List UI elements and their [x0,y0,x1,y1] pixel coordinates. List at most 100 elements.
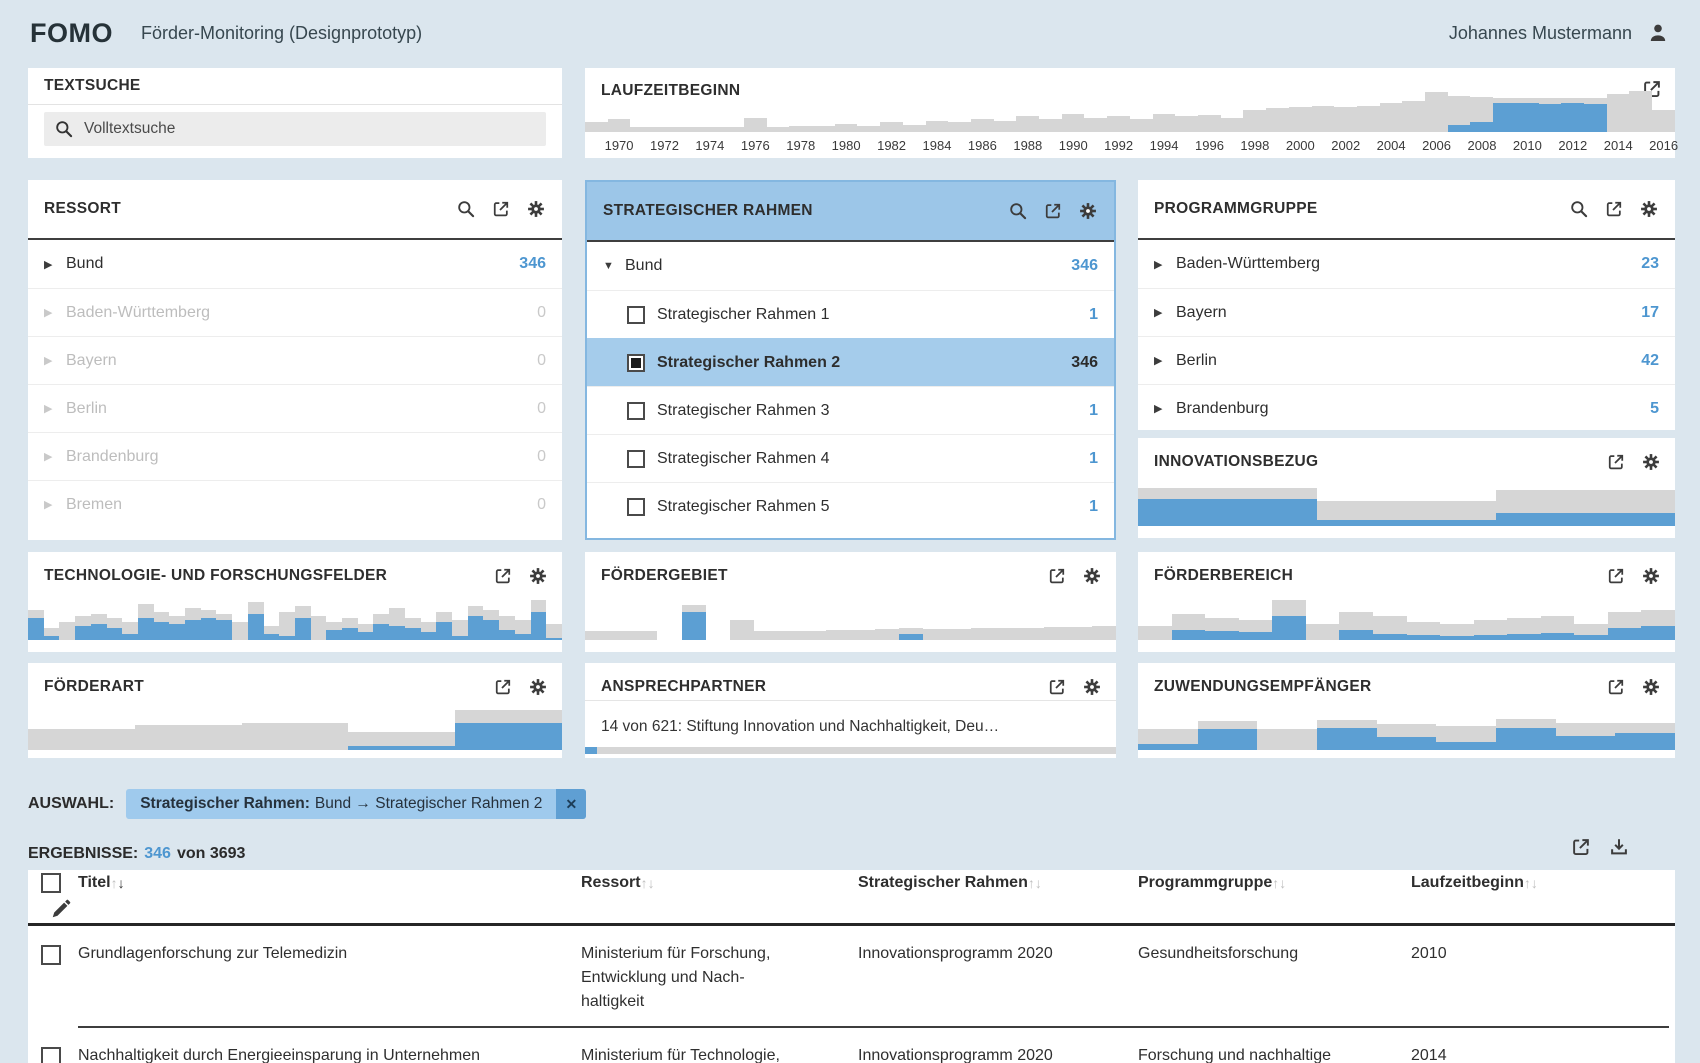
sort-desc-icon[interactable]: ↓ [117,874,125,891]
checkbox-unchecked[interactable] [627,497,645,516]
tree-row[interactable]: ▶ Baden-Württemberg 23 [1138,240,1675,288]
tree-row[interactable]: ▼ Bund 346 [587,242,1114,290]
expand-arrow-icon[interactable]: ▶ [44,258,53,271]
tree-row[interactable]: ▶ Brandenburg 0 [28,432,562,480]
table-row[interactable]: Grundlagenforschung zur Telemedizin Minis… [28,926,1675,1028]
checkbox-checked[interactable] [627,353,645,372]
bar [789,84,813,132]
expand-arrow-icon[interactable]: ▶ [44,355,53,367]
bar [1607,595,1642,640]
external-link-icon[interactable] [493,566,513,586]
sort-desc-icon[interactable]: ↓ [1034,874,1042,891]
gear-icon[interactable] [1641,566,1661,586]
tree-row[interactable]: Strategischer Rahmen 5 1 [587,482,1114,530]
axis-tick-label: 2010 [1512,138,1542,153]
search-icon[interactable] [456,199,476,219]
chip-close-button[interactable]: ✕ [556,789,587,819]
sort-asc-icon[interactable]: ↑ [1523,874,1531,891]
tree-row[interactable]: Strategischer Rahmen 3 1 [587,386,1114,434]
tree-item-label: Berlin [1176,351,1217,369]
tree-row[interactable]: Strategischer Rahmen 1 1 [587,290,1114,338]
external-link-icon[interactable] [1570,836,1592,858]
external-link-icon[interactable] [1606,677,1626,697]
sort-asc-icon[interactable]: ↑ [640,874,648,891]
external-link-icon[interactable] [491,199,511,219]
download-icon[interactable] [1608,836,1630,858]
gear-icon[interactable] [1641,677,1661,697]
gear-icon[interactable] [1641,452,1661,472]
tree-row[interactable]: ▶ Bund 346 [28,240,562,288]
external-link-icon[interactable] [1043,201,1063,221]
filter-chip-text: Strategischer Rahmen: Bund → Strategisch… [126,789,556,819]
column-header[interactable]: Strategischer Rahmen ↑ ↓ [858,874,1138,892]
expand-arrow-icon[interactable]: ▶ [1154,258,1163,271]
external-link-icon[interactable] [1604,199,1624,219]
sort-desc-icon[interactable]: ↓ [647,874,655,891]
bar [812,84,835,132]
sort-desc-icon[interactable]: ↓ [1530,874,1538,891]
external-link-icon[interactable] [1047,677,1067,697]
tree-row[interactable]: ▶ Bremen 0 [28,480,562,528]
laufzeitbeginn-title: LAUFZEITBEGINN [601,82,741,99]
search-icon[interactable] [1569,199,1589,219]
tree-row[interactable]: ▶ Baden-Württemberg 0 [28,288,562,336]
select-all-checkbox[interactable] [41,872,61,893]
column-header[interactable]: Programmgruppe ↑ ↓ [1138,874,1411,892]
cell-programmgruppe: Forschung und nachhaltige [1138,1047,1332,1063]
gear-icon[interactable] [528,677,548,697]
external-link-icon[interactable] [1606,452,1626,472]
tree-row[interactable]: ▶ Berlin 42 [1138,336,1675,384]
expand-arrow-icon[interactable]: ▶ [1154,403,1163,415]
external-link-icon[interactable] [1606,566,1626,586]
tree-row[interactable]: Strategischer Rahmen 4 1 [587,434,1114,482]
filter-chip[interactable]: Strategischer Rahmen: Bund → Strategisch… [126,789,587,819]
cell-titel: Nachhaltigkeit durch Energieeinsparung i… [78,1047,481,1063]
row-checkbox[interactable] [41,1047,61,1063]
sort-asc-icon[interactable]: ↑ [110,874,118,891]
column-header[interactable]: Laufzeitbeginn ↑ ↓ [1411,874,1641,892]
column-header[interactable]: Ressort ↑ ↓ [581,874,858,892]
sort-desc-icon[interactable]: ↓ [1279,874,1287,891]
axis-tick-label: 1984 [922,138,952,153]
item-count: 0 [537,303,546,321]
expand-arrow-icon[interactable]: ▶ [44,307,53,319]
bar [28,703,135,750]
axis-tick-label: 1986 [967,138,997,153]
expand-arrow-icon[interactable]: ▶ [44,403,53,415]
external-link-icon[interactable] [1047,566,1067,586]
expand-arrow-icon[interactable]: ▶ [44,451,53,463]
gear-icon[interactable] [528,566,548,586]
gear-icon[interactable] [1639,199,1659,219]
fulltext-search-input[interactable] [82,119,536,139]
edit-columns-icon[interactable] [50,898,72,920]
tree-row[interactable]: Strategischer Rahmen 2 346 [587,338,1114,386]
sort-asc-icon[interactable]: ↑ [1027,874,1035,891]
expand-arrow-icon[interactable]: ▶ [1154,307,1163,319]
expand-arrow-icon[interactable]: ▶ [1154,355,1163,367]
tree-row[interactable]: ▶ Brandenburg 5 [1138,384,1675,430]
ansprechpartner-value[interactable]: 14 von 621: Stiftung Innovation und Nach… [601,718,1000,735]
tree-row[interactable]: ▶ Berlin 0 [28,384,562,432]
axis-tick-label: 2002 [1331,138,1361,153]
gear-icon[interactable] [1082,677,1102,697]
sort-asc-icon[interactable]: ↑ [1272,874,1280,891]
gear-icon[interactable] [1082,566,1102,586]
table-row[interactable]: Nachhaltigkeit durch Energieeinsparung i… [28,1028,1675,1063]
gear-icon[interactable] [1078,201,1098,221]
bar [971,595,996,640]
checkbox-unchecked[interactable] [627,305,645,324]
collapse-arrow-icon[interactable]: ▼ [603,260,614,272]
gear-icon[interactable] [526,199,546,219]
expand-arrow-icon[interactable]: ▶ [44,499,53,511]
row-checkbox[interactable] [41,945,61,965]
checkbox-unchecked[interactable] [627,449,645,468]
tree-row[interactable]: ▶ Bayern 0 [28,336,562,384]
checkbox-unchecked[interactable] [627,401,645,420]
column-header[interactable]: Titel ↑ ↓ [78,874,581,892]
bar [357,595,374,640]
external-link-icon[interactable] [493,677,513,697]
search-icon[interactable] [1008,201,1028,221]
user-icon[interactable] [1646,21,1670,45]
tree-row[interactable]: ▶ Bayern 17 [1138,288,1675,336]
axis-tick-label: 2008 [1467,138,1497,153]
